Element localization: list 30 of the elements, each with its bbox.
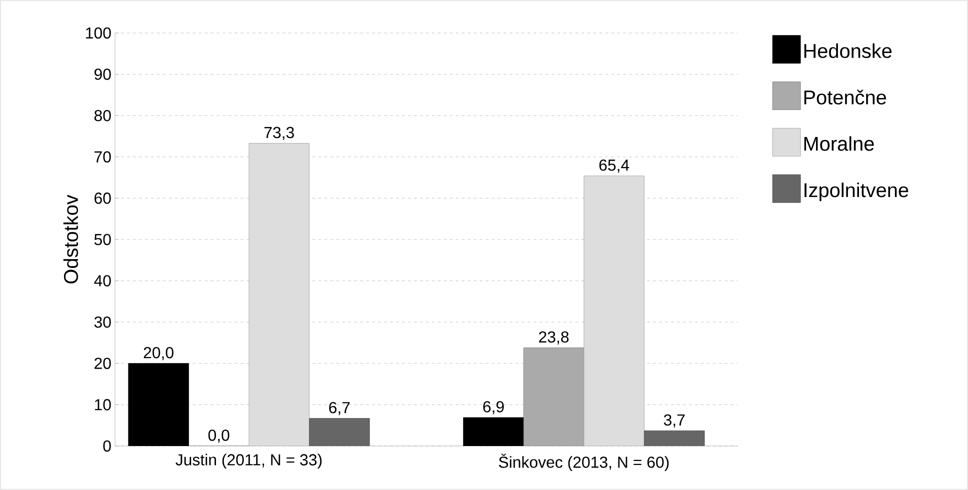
y-tick-label: 0 (103, 440, 111, 452)
y-tick-label: 60 (94, 192, 111, 204)
data-label: 6,9 (483, 401, 504, 414)
y-tick-label: 10 (94, 399, 111, 410)
y-tick-label: 50 (94, 234, 111, 246)
x-tick-label: Šinkovec (2013, N = 60) (498, 454, 669, 471)
data-label: 0,0 (208, 430, 230, 443)
y-tick-label: 70 (94, 151, 111, 163)
y-axis-title: Odstotkov (63, 194, 78, 284)
bar (128, 363, 189, 446)
data-label: 23,8 (539, 331, 569, 344)
y-tick-label: 80 (94, 110, 111, 122)
bar (309, 418, 370, 446)
y-tick-label: 20 (94, 358, 111, 370)
legend-label: Izpolnitvene (804, 182, 908, 202)
legend-label: Moralne (804, 136, 874, 151)
data-label: 3,7 (664, 414, 685, 428)
legend-label: Potenčne (804, 90, 886, 104)
data-label: 20,0 (144, 347, 174, 360)
x-tick-label: Justin (2011, N = 33) (176, 454, 322, 469)
data-label: 6,7 (329, 402, 350, 416)
y-tick-label: 30 (94, 316, 111, 328)
legend-label: Hedonske (804, 43, 892, 58)
y-tick-label: 90 (94, 68, 111, 80)
y-tick-label: 40 (94, 275, 111, 286)
bar (644, 430, 705, 446)
data-label: 73,3 (264, 126, 294, 140)
bar (463, 417, 524, 446)
data-label: 65,4 (599, 160, 630, 173)
y-tick-label: 100 (86, 27, 111, 39)
